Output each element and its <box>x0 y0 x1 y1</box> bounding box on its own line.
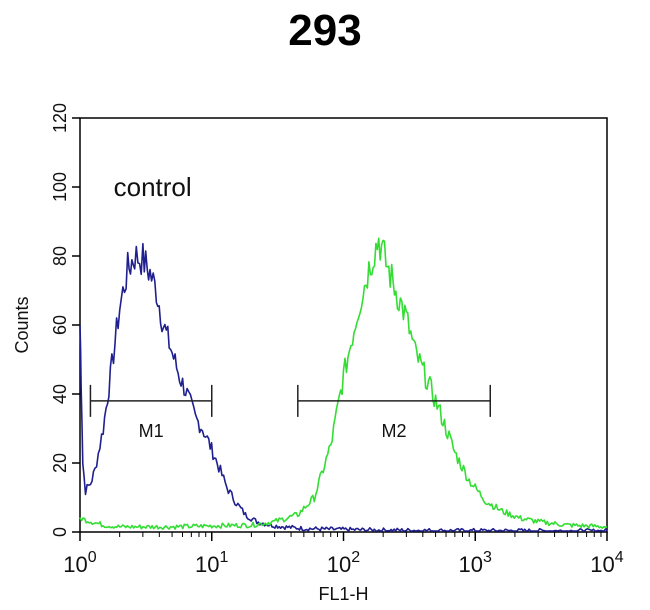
y-axis-ticks: 0 20 40 60 80 100 120 <box>50 103 80 537</box>
series-group <box>79 237 608 532</box>
gate-group: M1 M2 <box>89 384 492 441</box>
annotation-control: control <box>114 172 192 202</box>
x-tick-exponent: 2 <box>351 549 360 566</box>
x-tick-exponent: 4 <box>615 549 624 566</box>
y-tick-label: 60 <box>50 315 70 335</box>
y-tick-label: 20 <box>50 453 70 473</box>
x-tick-label: 100 <box>63 549 96 577</box>
x-tick-exponent: 1 <box>220 549 229 566</box>
y-tick-label: 40 <box>50 384 70 404</box>
x-tick-base: 10 <box>195 552 219 577</box>
series-blue-line <box>79 242 608 532</box>
y-axis-label: Counts <box>12 296 32 353</box>
x-tick-base: 10 <box>327 552 351 577</box>
x-tick-label: 104 <box>590 549 623 577</box>
x-tick-exponent: 3 <box>483 549 492 566</box>
series-green-line <box>79 237 608 530</box>
gate-m2-label: M2 <box>382 421 407 441</box>
x-tick-label: 103 <box>459 549 492 577</box>
gate-m1-label: M1 <box>139 421 164 441</box>
chart-title: 293 <box>288 6 362 55</box>
x-tick-label: 101 <box>195 549 228 577</box>
x-tick-base: 10 <box>590 552 614 577</box>
x-tick-base: 10 <box>63 552 87 577</box>
y-tick-label: 100 <box>50 172 70 202</box>
y-tick-label: 120 <box>50 103 70 133</box>
y-tick-label: 80 <box>50 246 70 266</box>
y-tick-label: 0 <box>50 527 70 537</box>
x-axis-ticks: 100 101 102 103 104 <box>63 532 624 577</box>
x-tick-exponent: 0 <box>88 549 97 566</box>
x-tick-label: 102 <box>327 549 360 577</box>
x-tick-base: 10 <box>459 552 483 577</box>
x-axis-label: FL1-H <box>318 584 368 604</box>
